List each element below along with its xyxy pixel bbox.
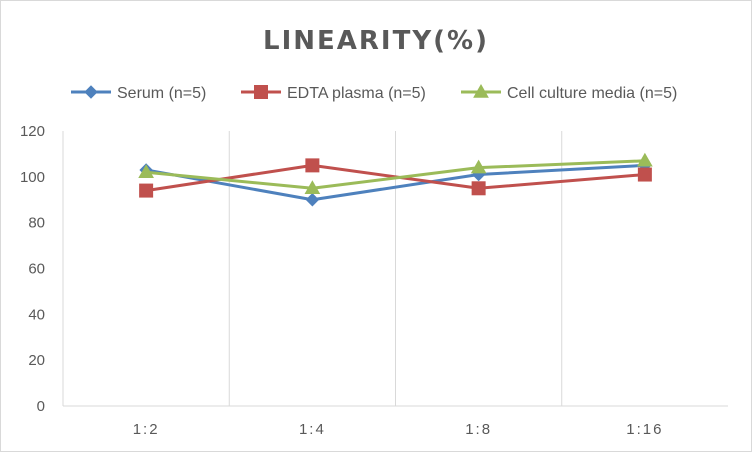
y-tick-label-80: 80 (28, 215, 45, 232)
legend-label-0: Serum (n=5) (117, 85, 206, 102)
series-2 (138, 152, 653, 195)
point-1-3 (637, 167, 652, 182)
legend-label-2: Cell culture media (n=5) (507, 85, 677, 102)
chart-title: LINEARITY(%) (263, 26, 489, 56)
series-1 (139, 158, 652, 198)
y-ticks: 0 20 40 60 80 100 120 (20, 123, 45, 415)
point-2-3 (637, 152, 653, 167)
series-line-0 (145, 163, 645, 202)
legend-item-2: Cell culture media (n=5) (461, 83, 677, 102)
y-tick-label-0: 0 (37, 398, 45, 415)
legend-label-1: EDTA plasma (n=5) (287, 85, 426, 102)
legend-marker-2 (473, 83, 489, 98)
x-tick-label-3: 1:16 (626, 421, 663, 438)
point-1-0 (139, 183, 154, 198)
point-2-1 (304, 180, 321, 195)
point-1-2 (471, 181, 486, 196)
legend-item-0: Serum (n=5) (71, 85, 206, 102)
y-tick-label-20: 20 (28, 352, 45, 369)
point-0-1 (305, 193, 320, 207)
legend-marker-0 (84, 85, 98, 99)
y-tick-label-100: 100 (20, 169, 45, 186)
legend: Serum (n=5) EDTA plasma (n=5) Cell culture… (71, 83, 677, 102)
y-tick-label-120: 120 (20, 123, 45, 140)
series-line-2 (145, 159, 645, 190)
x-tick-label-2: 1:8 (465, 421, 492, 438)
point-2-2 (470, 159, 487, 174)
x-tick-label-0: 1:2 (133, 421, 160, 438)
y-tick-label-60: 60 (28, 261, 45, 278)
point-2-0 (138, 164, 154, 178)
x-tick-label-1: 1:4 (299, 421, 326, 438)
axes (62, 131, 728, 407)
legend-item-1: EDTA plasma (n=5) (241, 85, 426, 102)
x-ticks: 1:2 1:4 1:8 1:16 (133, 421, 663, 438)
legend-marker-1 (254, 85, 268, 99)
point-1-1 (305, 158, 320, 173)
series-group (138, 152, 653, 207)
y-tick-label-40: 40 (28, 306, 45, 323)
